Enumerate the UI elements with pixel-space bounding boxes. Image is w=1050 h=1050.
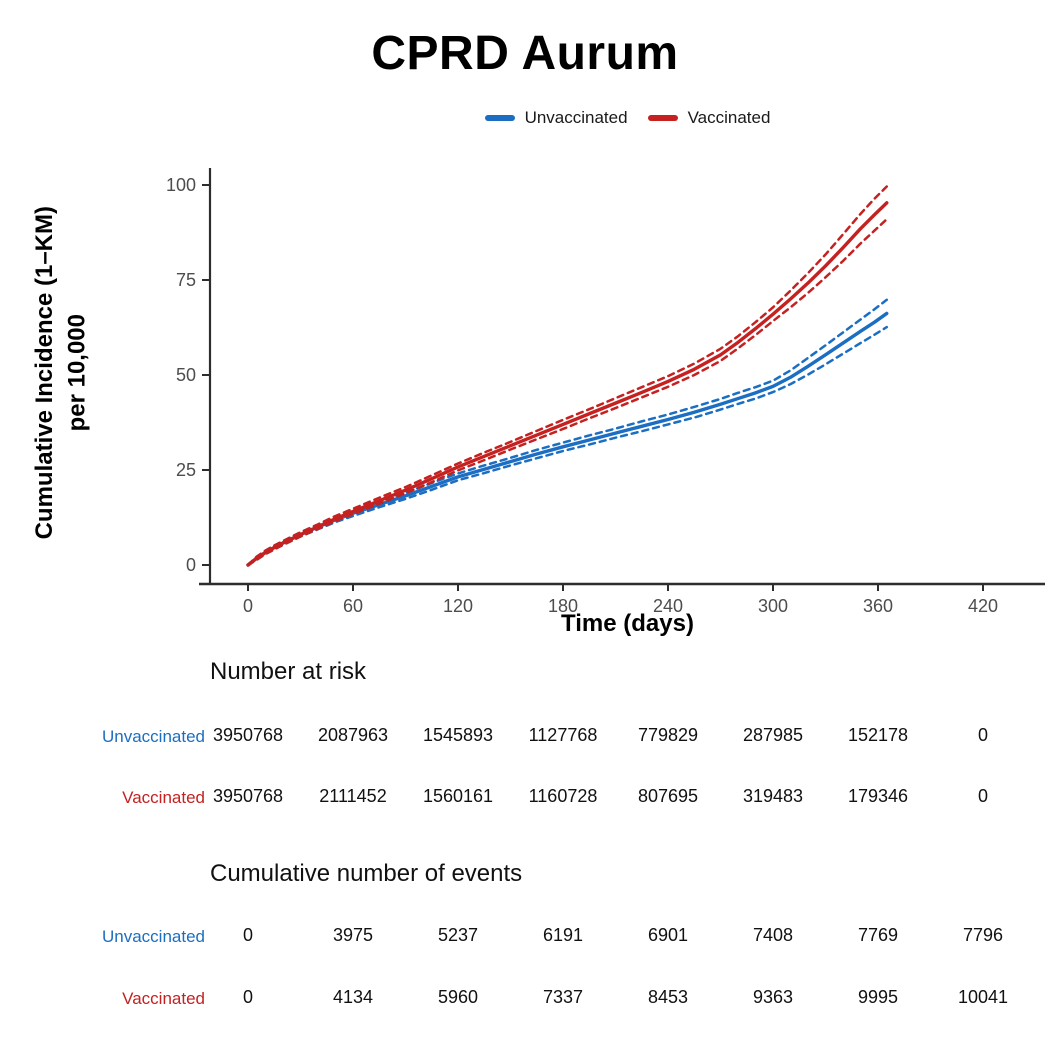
number-at-risk-row-label: Unvaccinated: [101, 727, 205, 746]
vaccinated-ci-upper: [246, 185, 888, 567]
cumulative-events-value: 3975: [332, 925, 374, 945]
cumulative-events-value: 6901: [647, 925, 689, 945]
x-tick-label: 180: [548, 596, 578, 616]
cumulative-events-row-label: Vaccinated: [122, 989, 205, 1008]
cumulative-events-value: 0: [242, 987, 253, 1007]
unvaccinated-ci-upper: [246, 298, 888, 567]
number-at-risk-value: 807695: [637, 786, 699, 806]
x-tick-label: 240: [653, 596, 683, 616]
number-at-risk-row-label: Vaccinated: [122, 788, 205, 807]
cumulative-events-row-vaccinated: Vaccinated 0 4134 5960 7337 8453 9363 9995 10041: [0, 987, 1050, 1011]
cumulative-events-row-label: Unvaccinated: [101, 927, 205, 946]
number-at-risk-value: 2087963: [317, 725, 389, 745]
legend-item-vaccinated: Vaccinated: [647, 108, 771, 128]
x-tick-label: 300: [758, 596, 788, 616]
x-tick-label: 60: [343, 596, 363, 616]
unvaccinated-curve: [246, 311, 889, 567]
number-at-risk-value: 1545893: [422, 725, 494, 745]
cumulative-events-value: 8453: [647, 987, 689, 1007]
cumulative-events-value: 10041: [957, 987, 1009, 1007]
number-at-risk-value: 1127768: [528, 725, 598, 745]
number-at-risk-value: 152178: [847, 725, 909, 745]
number-at-risk-value: 2111452: [319, 786, 387, 806]
y-tick-label: 75: [176, 270, 196, 290]
cumulative-events-heading: Cumulative number of events: [210, 860, 523, 887]
cumulative-events-value: 7337: [542, 987, 584, 1007]
number-at-risk-value: 3950768: [212, 725, 284, 745]
figure-title: CPRD Aurum: [371, 27, 679, 80]
y-tick-label: 100: [166, 175, 196, 195]
cumulative-events-value: 7408: [752, 925, 794, 945]
number-at-risk-value: 3950768: [212, 786, 284, 806]
vaccinated-line-swatch: [647, 115, 678, 121]
cumulative-events-value: 9363: [752, 987, 794, 1007]
cumulative-events-value: 7796: [962, 925, 1004, 945]
number-at-risk-value: 0: [977, 786, 988, 806]
number-at-risk-value: 779829: [637, 725, 699, 745]
y-tick-label: 50: [176, 365, 196, 385]
number-at-risk-row-unvaccinated: Unvaccinated 3950768 2087963 1545893 1127768…: [0, 725, 1050, 749]
number-at-risk-heading: Number at risk: [210, 658, 367, 685]
number-at-risk-value: 1160728: [528, 786, 598, 806]
cumulative-events-value: 5960: [437, 987, 479, 1007]
cumulative-events-value: 4134: [332, 987, 374, 1007]
x-tick-label: 0: [243, 596, 253, 616]
cumulative-events-row-unvaccinated: Unvaccinated 0 3975 5237 6191 6901 7408 7769 779…: [0, 925, 1050, 949]
vaccinated-curve: [246, 201, 889, 567]
vaccinated-ci-lower: [246, 217, 888, 567]
legend-label-vaccinated: Vaccinated: [687, 108, 771, 127]
cumulative-events-value: 0: [242, 925, 253, 945]
legend-label-unvaccinated: Unvaccinated: [524, 108, 628, 127]
legend-item-unvaccinated: Unvaccinated: [484, 108, 628, 128]
y-tick-label: 0: [186, 555, 196, 575]
number-at-risk-value: 319483: [742, 786, 804, 806]
number-at-risk-value: 1560161: [422, 786, 494, 806]
cumulative-events-value: 9995: [857, 987, 899, 1007]
unvaccinated-line-swatch: [484, 115, 515, 121]
number-at-risk-value: 287985: [742, 725, 804, 745]
x-tick-label: 120: [443, 596, 473, 616]
number-at-risk-value: 179346: [847, 786, 909, 806]
legend: Unvaccinated Vaccinated: [210, 108, 1045, 128]
number-at-risk-row-vaccinated: Vaccinated 3950768 2111452 1560161 1160728 80…: [0, 786, 1050, 810]
x-tick-label: 420: [968, 596, 998, 616]
x-axis-title: Time (days): [561, 610, 694, 637]
cumulative-events-value: 6191: [542, 925, 584, 945]
cumulative-events-value: 5237: [437, 925, 479, 945]
number-at-risk-value: 0: [977, 725, 988, 745]
cumulative-events-value: 7769: [857, 925, 899, 945]
x-tick-label: 360: [863, 596, 893, 616]
y-tick-label: 25: [176, 460, 196, 480]
